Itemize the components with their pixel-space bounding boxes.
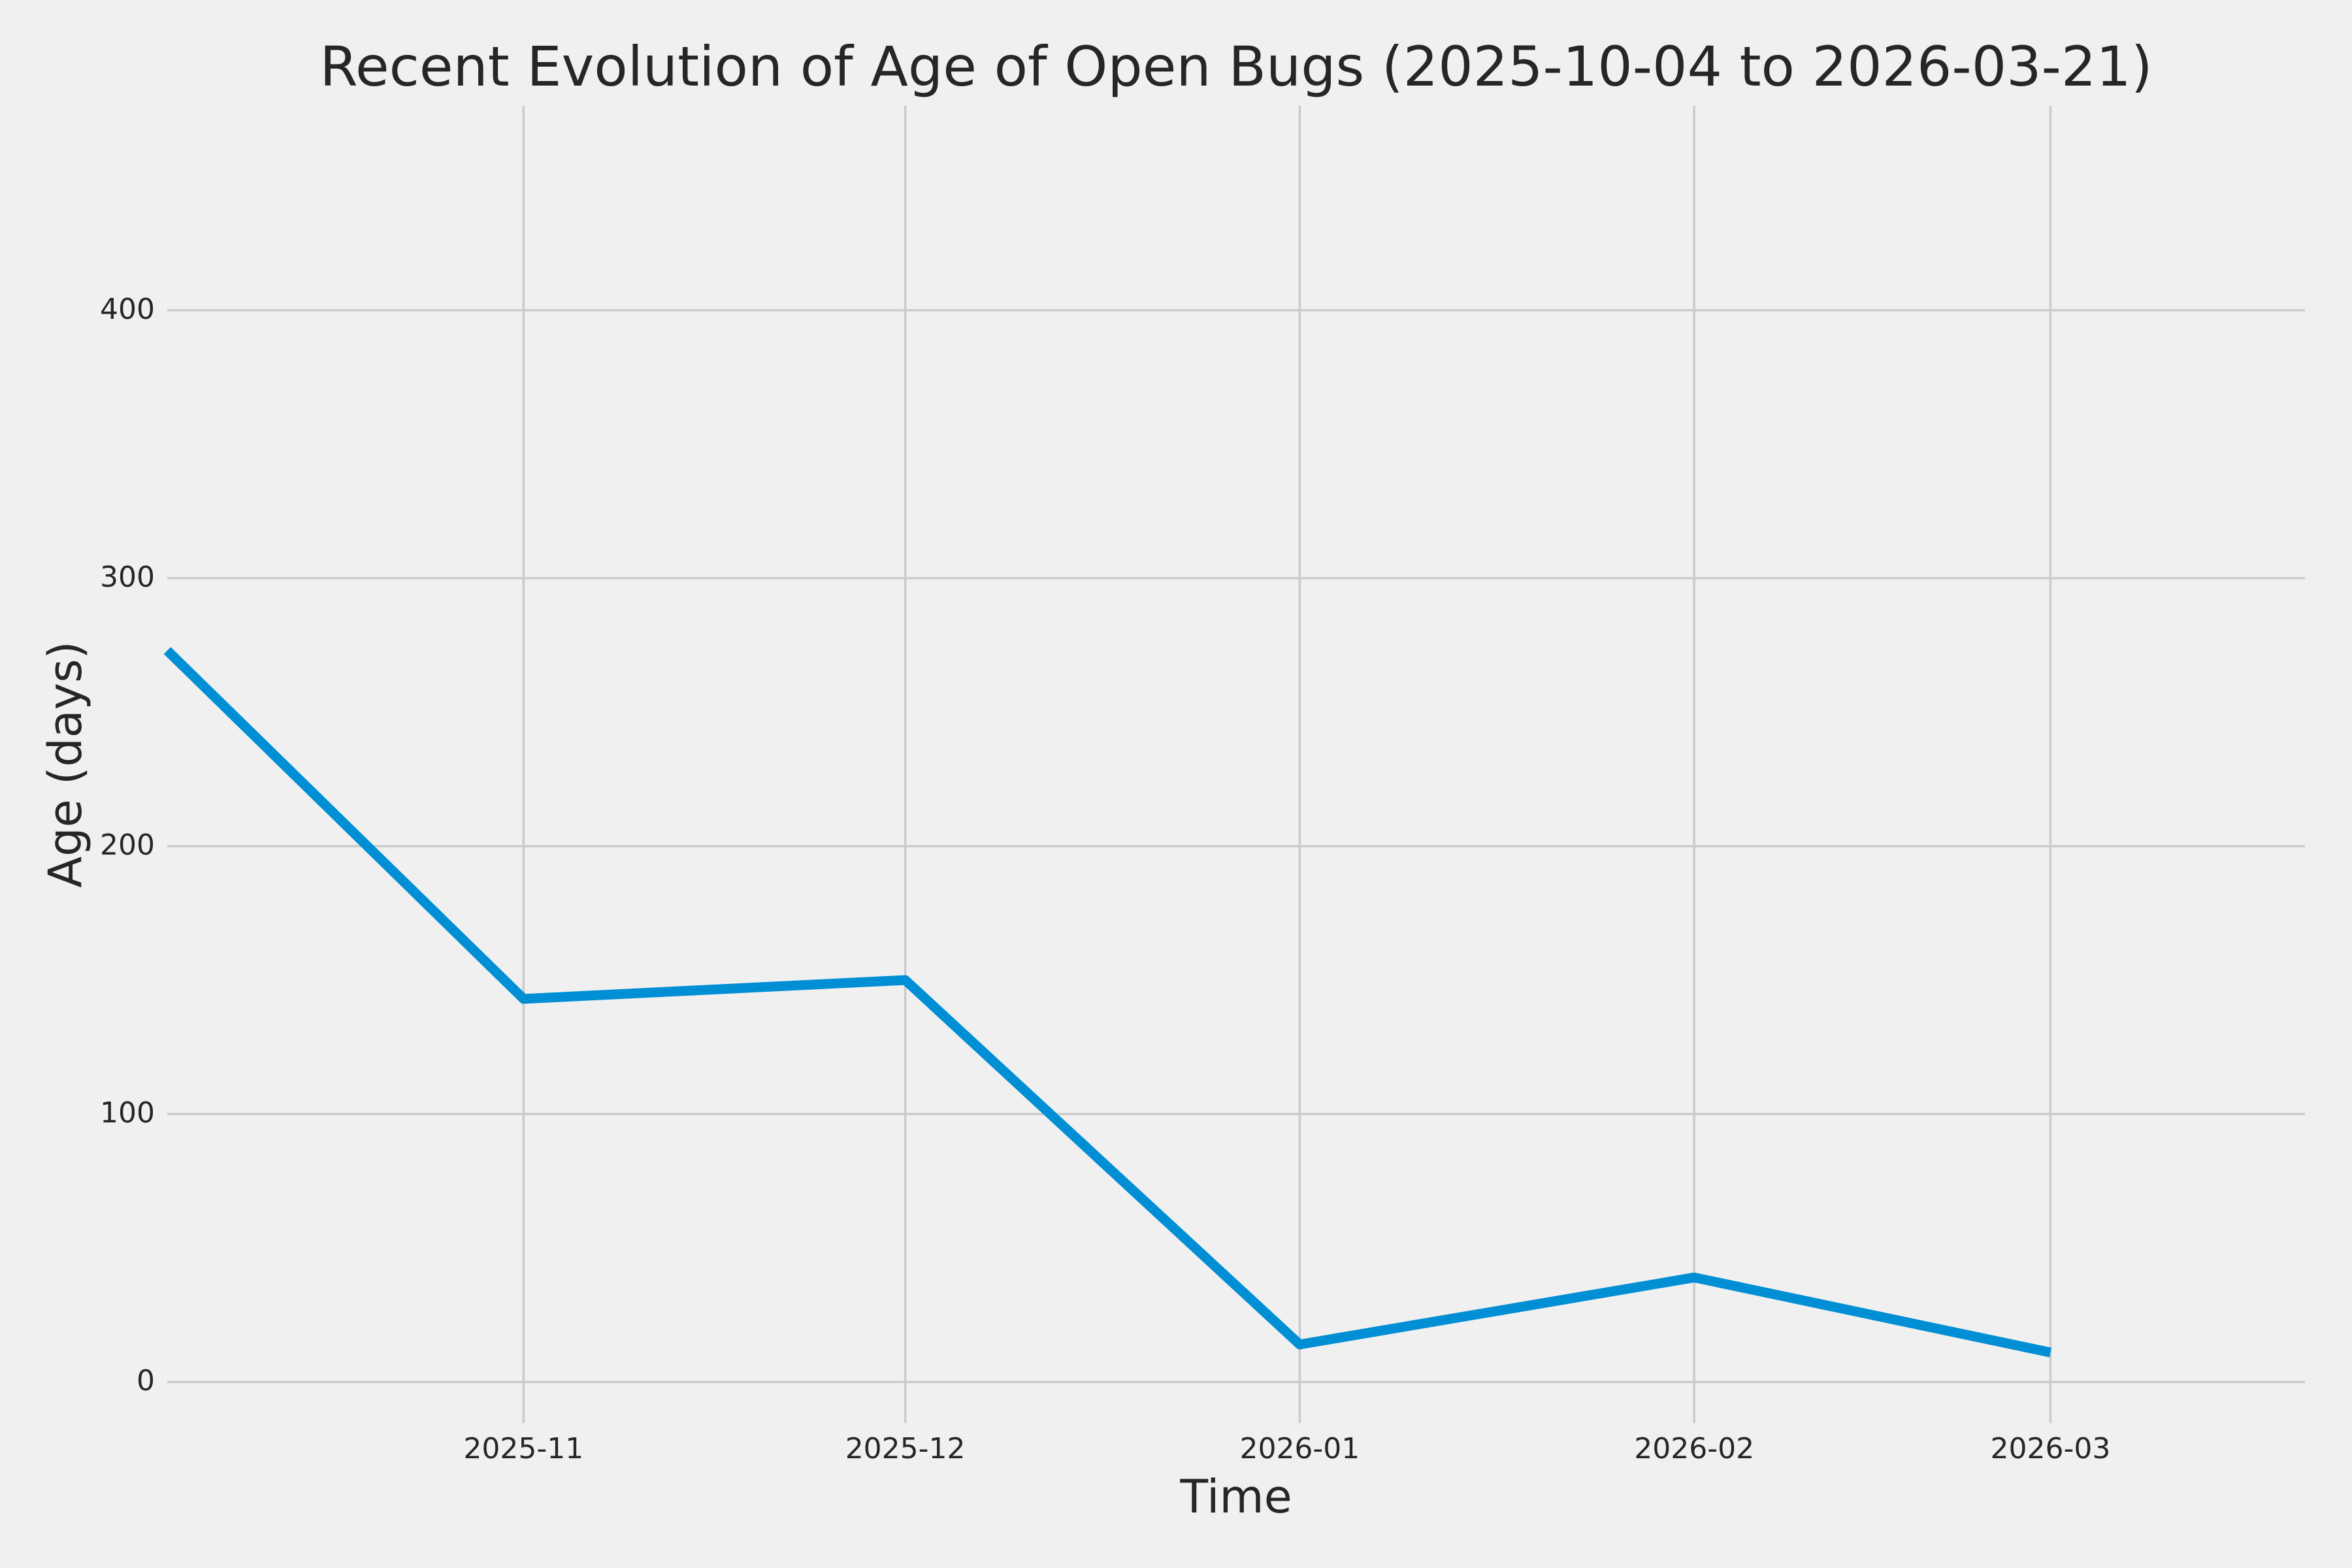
data-line	[163, 647, 2052, 1358]
y-tick-label: 0	[137, 1364, 155, 1398]
data-series	[163, 647, 2052, 1358]
x-axis-label: Time	[1180, 1470, 1292, 1524]
x-tick-label: 2026-01	[1239, 1432, 1360, 1465]
x-tick-label: 2025-11	[463, 1432, 584, 1465]
y-tick-label: 200	[100, 828, 155, 862]
x-tick-label: 2026-03	[1990, 1432, 2111, 1465]
y-tick-label: 300	[100, 561, 155, 595]
y-tick-label: 100	[100, 1096, 155, 1130]
gridlines	[167, 106, 2305, 1423]
x-tick-label: 2025-12	[845, 1432, 966, 1465]
y-tick-label: 400	[100, 293, 155, 327]
x-tick-label: 2026-02	[1634, 1432, 1755, 1465]
y-axis-label: Age (days)	[39, 641, 92, 888]
chart-title: Recent Evolution of Age of Open Bugs (20…	[319, 35, 2153, 99]
